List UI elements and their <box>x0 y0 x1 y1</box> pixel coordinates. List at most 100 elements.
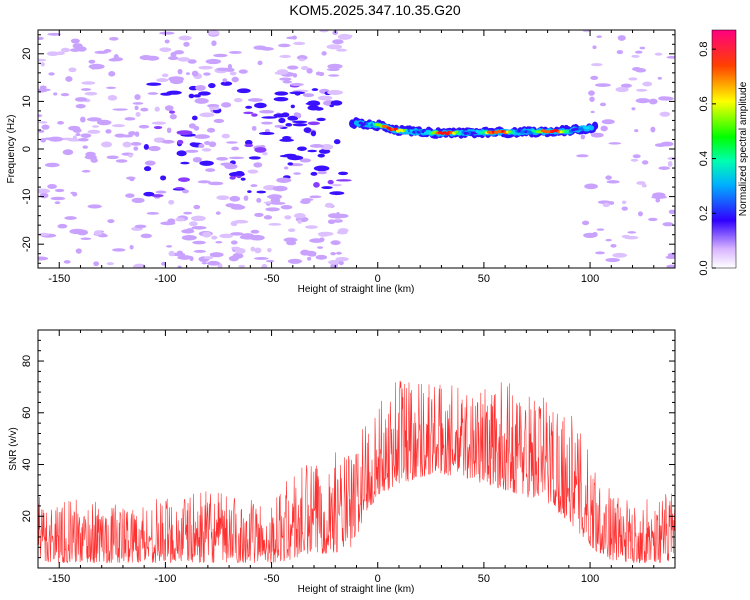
spectrogram-blob <box>207 260 221 266</box>
spectrogram-blob <box>232 252 244 259</box>
spectrogram-blob <box>287 258 303 264</box>
spectrogram-blob <box>299 158 312 163</box>
spectrogram-blob <box>124 117 136 121</box>
spectrogram-blob <box>258 131 275 135</box>
spectrogram-blob <box>183 41 190 47</box>
spectrogram-blob <box>265 259 275 263</box>
spectrogram-blob <box>254 102 267 109</box>
spectrogram-blob <box>236 88 251 94</box>
spectrogram-blob <box>321 186 333 190</box>
spectrogram-blob <box>293 41 306 46</box>
colorbar-gradient <box>711 29 737 269</box>
spectrogram-blob <box>181 234 197 241</box>
spectrogram-blob <box>108 71 116 77</box>
spectrogram-blob <box>129 244 134 250</box>
spectrogram-blob <box>176 130 193 136</box>
spectrogram-blob <box>68 67 77 73</box>
spectrogram-blob <box>204 141 211 146</box>
spectrogram-blob <box>600 125 608 132</box>
spectrogram-blob <box>279 138 294 142</box>
spectrogram-blob <box>81 81 96 85</box>
spectrogram-blob <box>338 171 349 176</box>
spectrogram-blob <box>306 68 313 74</box>
spectrogram-blob <box>338 260 344 266</box>
spectrogram-blob <box>62 149 74 156</box>
spectrogram-blob <box>192 240 206 245</box>
spectrogram-blob <box>106 262 115 266</box>
spectrogram-blob <box>621 206 628 211</box>
y-tick-label: 10 <box>21 95 33 107</box>
spectrogram-blob <box>168 199 175 205</box>
spectrogram-blob <box>632 67 642 72</box>
spectrogram-blob <box>590 132 604 138</box>
spectrogram-blob <box>208 106 221 111</box>
spectrogram-blob <box>256 190 267 194</box>
spectrogram-blob <box>317 153 325 158</box>
spectrogram-blob <box>134 131 140 137</box>
spectrogram-blob <box>615 86 629 93</box>
x-tick-label: 100 <box>581 273 599 285</box>
snr-panel: -150 -100 -50 0 50 100 20 40 60 80 Height of str… <box>8 329 676 595</box>
x-tick-label: -150 <box>48 273 70 285</box>
spectrogram-blob <box>47 184 57 189</box>
spectrogram-blob <box>132 102 144 105</box>
spectrogram-blob <box>327 89 343 95</box>
spectrogram-blob <box>206 127 216 133</box>
spectrogram-blob <box>330 240 341 246</box>
spectrogram-blob <box>176 150 187 157</box>
spectrogram-blob <box>65 76 73 82</box>
spectrogram-blob <box>189 221 198 227</box>
spectrogram-blob <box>189 256 194 262</box>
spectrogram-blob <box>287 115 299 121</box>
spectrogram-blob <box>238 69 248 74</box>
spectrogram-blob <box>283 166 289 170</box>
spectrogram-blob <box>228 50 242 54</box>
spectrogram-blob <box>154 106 160 112</box>
spectrogram-blob <box>64 216 77 220</box>
spectrogram-blob <box>128 153 133 158</box>
spectrogram-blob <box>273 113 287 118</box>
spectrogram-blob <box>139 55 153 61</box>
spectrogram-blob <box>166 127 172 134</box>
spectrogram-blob <box>105 129 112 134</box>
snr-y-ticks: 20 40 60 80 <box>21 339 675 559</box>
spectrogram-blob <box>128 131 137 136</box>
spectrogram-blob <box>229 195 241 202</box>
x-tick-label: 0 <box>375 273 381 285</box>
spectrogram-blob <box>106 155 119 160</box>
spectrogram-blob <box>608 142 622 145</box>
spectrogram-blob <box>256 197 262 203</box>
spectrogram-blob <box>317 170 328 175</box>
spectrogram-blob <box>177 57 191 62</box>
spectrogram-blob <box>320 144 334 151</box>
spectrogram-blob <box>263 215 273 220</box>
spectrogram-blob <box>590 75 599 81</box>
spectrogram-blob <box>266 195 277 199</box>
y-tick-label: -20 <box>21 236 33 252</box>
spectrogram-blob <box>335 257 349 262</box>
spectrogram-blob <box>287 162 294 166</box>
spectrogram-blob <box>292 73 298 78</box>
spectrogram-blob <box>189 142 198 147</box>
spectrogram-blob <box>337 228 349 233</box>
spectrogram-blob <box>245 105 253 109</box>
spectrogram-blob <box>208 141 217 148</box>
spectrogram-blob <box>274 125 285 128</box>
spectrogram-blob <box>224 163 238 170</box>
x-tick-label: -100 <box>154 273 176 285</box>
spectrogram-blob <box>48 72 55 76</box>
spectrogram-marks <box>38 30 675 268</box>
spectrogram-blob <box>278 117 286 124</box>
spectrogram-blob <box>250 184 258 188</box>
spectrogram-blob <box>135 112 141 117</box>
spectrogram-blob <box>279 54 292 58</box>
spectrogram-blob <box>160 175 167 181</box>
spectrogram-blob <box>610 243 617 248</box>
spectrogram-blob <box>326 44 343 50</box>
spectrogram-blob <box>198 91 211 96</box>
spectrogram-blob <box>100 141 113 148</box>
spectrogram-blob <box>146 211 160 215</box>
spectrogram-blob <box>168 56 179 61</box>
spectrogram-blob <box>641 160 649 165</box>
